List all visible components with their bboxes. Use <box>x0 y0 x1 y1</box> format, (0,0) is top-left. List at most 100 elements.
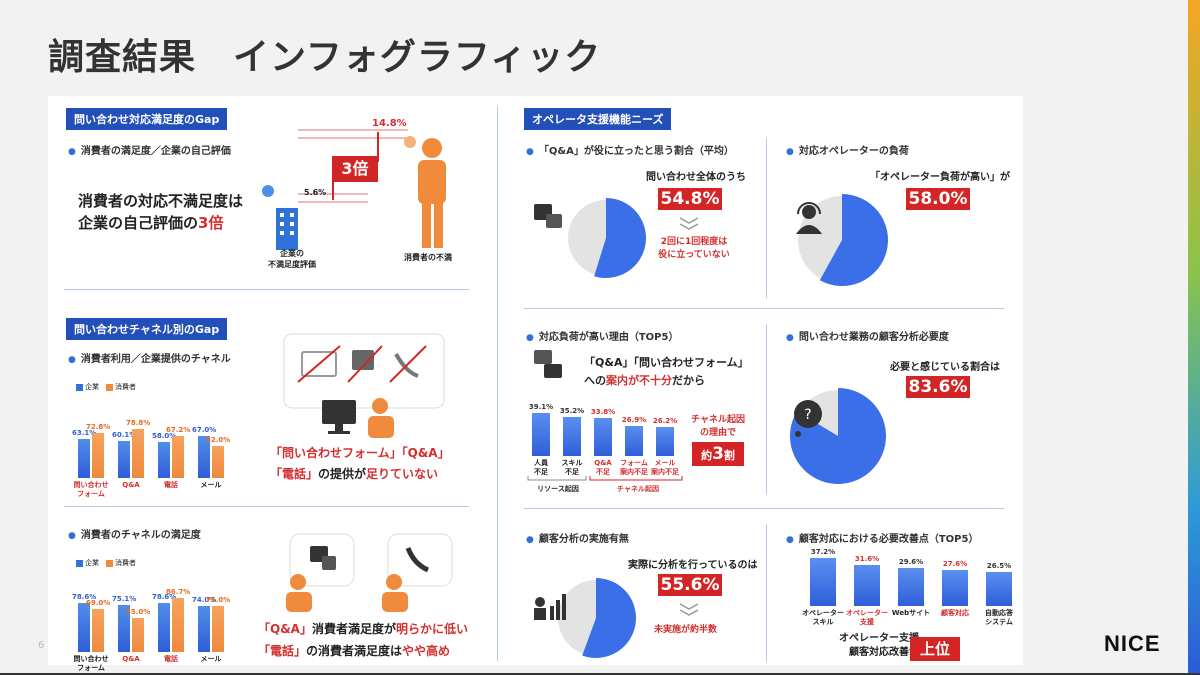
channel-satisfaction-chart: 78.6% 69.0% 問い合わせ フォーム 75.1% 55.0% Q&A 78.6% 86… <box>72 570 242 672</box>
bar <box>92 432 104 478</box>
legend-company-swatch <box>76 383 83 391</box>
bar-value-label: 75.0% <box>206 595 231 604</box>
bar <box>92 609 104 652</box>
analytics-icon <box>534 594 566 620</box>
pie-slice <box>819 194 888 286</box>
legend-consumer-swatch-2 <box>106 559 113 567</box>
section-tag-operator-support: オペレータ支援機能ニーズ <box>524 108 672 130</box>
right-divider-1 <box>524 308 1004 309</box>
bar-value-label: 31.6% <box>854 555 880 564</box>
category-label: オペレーター スキル <box>802 609 844 626</box>
load-value: 58.0% <box>906 188 970 210</box>
right-vdivider-2 <box>766 324 767 494</box>
right-divider-2 <box>524 508 1004 509</box>
subheading-improvements: 顧客対応における必要改善点（TOP5） <box>786 530 979 545</box>
category-label: Webサイト <box>891 609 931 617</box>
left-divider-1 <box>64 289 469 290</box>
bar-value-label: 26.2% <box>652 416 678 425</box>
category-label: メール <box>200 481 222 489</box>
bar-value-label: 33.8% <box>590 408 616 417</box>
bar-value-label: 67.0% <box>192 426 217 435</box>
satisfaction-conclusion-2: 「電話」の消費者満足度はやや高め <box>258 642 450 659</box>
chevron-down-icon <box>679 217 699 230</box>
right-vdivider-1 <box>766 138 767 298</box>
qa-note-2: 役に立っていない <box>658 250 730 260</box>
qa-pie <box>568 198 646 278</box>
category-label: 電話 <box>164 655 178 663</box>
satisfaction-icons-graphic <box>286 533 453 612</box>
bar-value-label: 75.1% <box>112 595 137 604</box>
reasons-caption-2a: への <box>584 374 606 387</box>
satisfaction-conclusion-1b: 消費者満足度が <box>311 622 396 636</box>
qa-note-1: 2回に1回程度は <box>660 237 728 247</box>
badge-post: 割 <box>723 449 735 462</box>
analysis-caption: 実際に分析を行っているのは <box>628 560 758 571</box>
category-label: Q&A <box>122 481 140 489</box>
page-title: 調査結果 インフォグラフィック <box>48 37 602 78</box>
subheading-analysis-necessity: 問い合わせ業務の顧客分析必要度 <box>786 328 949 343</box>
reasons-side-1: チャネル起因 <box>691 415 745 425</box>
subheading-channel-satisfaction: 消費者のチャネルの満足度 <box>68 526 201 541</box>
category-label: Q&A <box>122 655 140 663</box>
company-label: 企業の 不満足度評価 <box>268 248 316 270</box>
qa-value: 54.8% <box>658 188 722 210</box>
load-reasons-chart: 39.1% 人員 不足 35.2% スキル 不足 33.8% Q&A 不足 26.9% フォー… <box>526 398 686 478</box>
pie-slice <box>582 578 636 658</box>
bar <box>78 438 90 478</box>
bar <box>656 426 674 456</box>
right-vdivider-3 <box>766 524 767 662</box>
channel-gap-chart: 63.1% 72.8% 問い合わせ フォーム 60.1% 78.8% Q&A 58.0% 67… <box>72 396 242 498</box>
satisfaction-conclusion-2a: 「電話」 <box>258 644 307 658</box>
legend-company: 企業 <box>85 383 99 391</box>
pie-slice <box>790 388 886 484</box>
headset-icon <box>796 202 822 234</box>
bar <box>212 445 224 478</box>
bar-value-label: 26.9% <box>621 416 647 425</box>
bar <box>132 617 144 652</box>
satisfaction-conclusion-2c: やや高め <box>402 644 451 658</box>
svg-text:?: ? <box>804 407 811 423</box>
category-label: 自動応答 システム <box>985 609 1013 626</box>
legend-company-2: 企業 <box>85 559 99 567</box>
bar <box>78 603 90 652</box>
bottom-rule <box>0 673 1200 675</box>
improve-footer-1: オペレーター支援、 <box>839 633 929 644</box>
channel-conclusion-2: 「電話」の提供が足りていない <box>270 465 438 482</box>
qa-form-icon <box>534 350 562 378</box>
bar <box>158 603 170 652</box>
satisfaction-conclusion-2b: の消費者満足度は <box>306 644 403 658</box>
category-label: メール <box>200 655 222 663</box>
consumer-label: 消費者の不満 <box>404 253 452 262</box>
subheading-analysis-done: 顧客分析の実施有無 <box>526 530 629 545</box>
center-divider <box>497 106 498 661</box>
bar <box>172 436 184 478</box>
channel-icons-graphic <box>283 333 445 438</box>
bar <box>986 571 1012 606</box>
satisfaction-conclusion-1c: 明らかに低い <box>395 622 468 636</box>
bar-value-label: 60.1% <box>112 430 137 439</box>
low-value-label: 5.6% <box>304 188 327 197</box>
reasons-caption-2d: だから <box>672 374 705 387</box>
channel-conclusion-2c: 足りていない <box>366 467 439 481</box>
reasons-caption-2c: 不十分 <box>639 374 672 387</box>
bar <box>898 567 924 606</box>
subheading-operator-load: 対応オペレーターの負荷 <box>786 142 909 157</box>
infographic-panel: 問い合わせ対応満足度のGap 消費者の満足度／企業の自己評価 消費者の対応不満足… <box>48 96 1023 672</box>
bar <box>942 570 968 606</box>
bar-value-label: 78.6% <box>72 593 97 602</box>
subheading-channel-usage: 消費者利用／企業提供のチャネル <box>68 350 231 365</box>
bar-value-label: 69.0% <box>86 599 111 608</box>
legend-consumer: 消費者 <box>115 383 136 391</box>
bar <box>198 606 210 652</box>
pie-slice <box>594 198 646 278</box>
satisfaction-conclusion-1a: 「Q&A」 <box>258 622 312 636</box>
improve-badge: 上位 <box>910 637 960 661</box>
question-icon: ? <box>794 400 822 437</box>
bar <box>132 429 144 478</box>
category-label: 顧客対応 <box>941 609 969 617</box>
bar-value-label: 67.2% <box>166 426 191 435</box>
category-label: オペレーター 支援 <box>846 609 888 626</box>
bar-value-label: 39.1% <box>528 402 554 411</box>
improve-footer: オペレーター支援、 顧客対応改善が <box>824 632 944 660</box>
bar <box>212 605 224 652</box>
